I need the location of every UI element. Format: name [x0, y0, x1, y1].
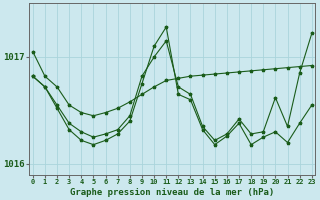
X-axis label: Graphe pression niveau de la mer (hPa): Graphe pression niveau de la mer (hPa): [70, 188, 275, 197]
